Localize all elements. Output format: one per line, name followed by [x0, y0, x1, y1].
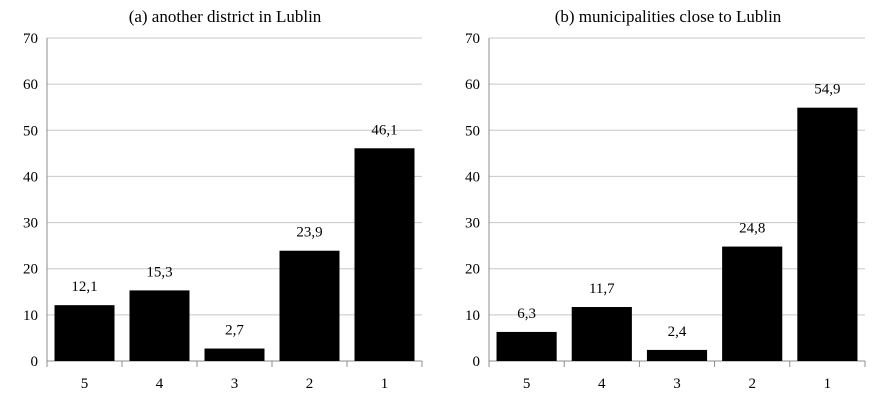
y-tick-label: 70 [23, 31, 38, 47]
chart-b: (b) municipalities close to Lublin 0 10 20… [465, 7, 866, 392]
bar-5 [54, 305, 115, 361]
bar-1 [354, 148, 415, 361]
bar-2 [279, 250, 340, 361]
bar-4 [571, 307, 632, 361]
data-label: 23,9 [296, 225, 322, 241]
data-label: 2,4 [668, 324, 687, 340]
bar-4 [129, 290, 190, 361]
y-tick-label: 50 [465, 123, 480, 139]
bar-1 [797, 107, 858, 361]
data-label: 11,7 [589, 281, 615, 297]
data-label: 2,7 [225, 323, 244, 339]
y-tick-label: 10 [465, 308, 480, 324]
x-tick-label: 5 [523, 376, 531, 392]
data-label: 46,1 [371, 122, 397, 138]
data-label: 12,1 [71, 279, 97, 295]
data-label: 54,9 [814, 82, 840, 98]
y-tick-label: 50 [23, 123, 38, 139]
x-tick-label: 3 [231, 376, 239, 392]
y-tick-label: 20 [23, 262, 38, 278]
bar-2 [722, 246, 783, 361]
data-label: 6,3 [517, 306, 536, 322]
chart-title: (b) municipalities close to Lublin [555, 7, 782, 26]
y-tick-label: 70 [465, 31, 480, 47]
y-tick-label: 40 [23, 169, 38, 185]
x-tick-label: 4 [598, 376, 606, 392]
x-tick-label: 4 [156, 376, 164, 392]
data-label: 15,3 [146, 264, 172, 280]
x-tick-label: 3 [673, 376, 681, 392]
bar-3 [204, 348, 265, 361]
data-label: 24,8 [739, 221, 765, 237]
x-tick-label: 2 [748, 376, 756, 392]
y-tick-label: 20 [465, 262, 480, 278]
y-tick-label: 60 [465, 77, 480, 93]
bar-3 [646, 349, 708, 361]
x-tick-label: 1 [824, 376, 832, 392]
y-tick-label: 30 [23, 216, 38, 232]
y-tick-label: 40 [465, 169, 480, 185]
x-tick-label: 1 [381, 376, 389, 392]
x-tick-label: 2 [306, 376, 314, 392]
y-tick-label: 30 [465, 216, 480, 232]
x-tick-label: 5 [81, 376, 89, 392]
y-tick-label: 0 [473, 354, 481, 370]
y-tick-label: 60 [23, 77, 38, 93]
y-tick-label: 10 [23, 308, 38, 324]
y-tick-label: 0 [31, 354, 39, 370]
chart-title: (a) another district in Lublin [129, 7, 322, 26]
bar-5 [496, 331, 557, 361]
chart-a: (a) another district in Lublin 0 10 20 30 40… [23, 7, 423, 392]
